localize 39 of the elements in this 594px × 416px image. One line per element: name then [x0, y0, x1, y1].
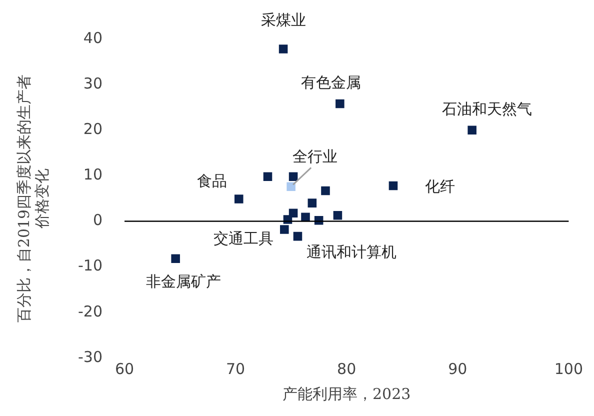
point	[263, 172, 272, 182]
annotation: 石油和天然气	[442, 100, 532, 118]
x-tick-label: 100	[554, 360, 584, 378]
point	[321, 186, 330, 196]
y-tick-label: 40	[83, 28, 102, 47]
annotation: 交通工具	[213, 229, 274, 248]
y-tick-label: -10	[78, 256, 102, 275]
y-tick-label: -20	[78, 302, 102, 320]
y-tick-label: 10	[83, 166, 102, 184]
point	[234, 194, 244, 204]
y-tick-label: 30	[83, 74, 102, 92]
point	[286, 182, 296, 192]
y-tick-label: 20	[83, 120, 102, 138]
annotation: 化纤	[425, 178, 456, 196]
annotation: 非金属矿产	[146, 272, 222, 291]
point	[388, 181, 398, 190]
annotation: 食品	[196, 172, 227, 190]
point	[336, 99, 344, 108]
point	[171, 254, 180, 264]
x-tick-label: 60	[114, 360, 134, 378]
point	[293, 232, 302, 241]
y-tick-label: -30	[78, 348, 102, 366]
point	[280, 225, 289, 234]
x-axis-title: 产能利用率，2023	[282, 384, 411, 403]
point	[288, 172, 298, 182]
x-tick-label: 70	[226, 360, 246, 378]
x-tick-label: 90	[448, 360, 468, 378]
x-tick-label: 80	[337, 360, 356, 378]
point	[333, 210, 342, 220]
point	[308, 198, 317, 208]
annotation: 采煤业	[260, 10, 306, 29]
point	[278, 44, 288, 54]
annotation: 通讯和计算机	[306, 243, 397, 262]
annotation: 全行业	[292, 148, 338, 166]
point	[288, 208, 298, 218]
y-tick-label: 0	[92, 211, 102, 230]
annotation: 有色金属	[300, 74, 361, 92]
y-axis-title: 百分比，自2019四季度以来的生产者价格变化	[14, 74, 51, 323]
point	[468, 126, 476, 135]
